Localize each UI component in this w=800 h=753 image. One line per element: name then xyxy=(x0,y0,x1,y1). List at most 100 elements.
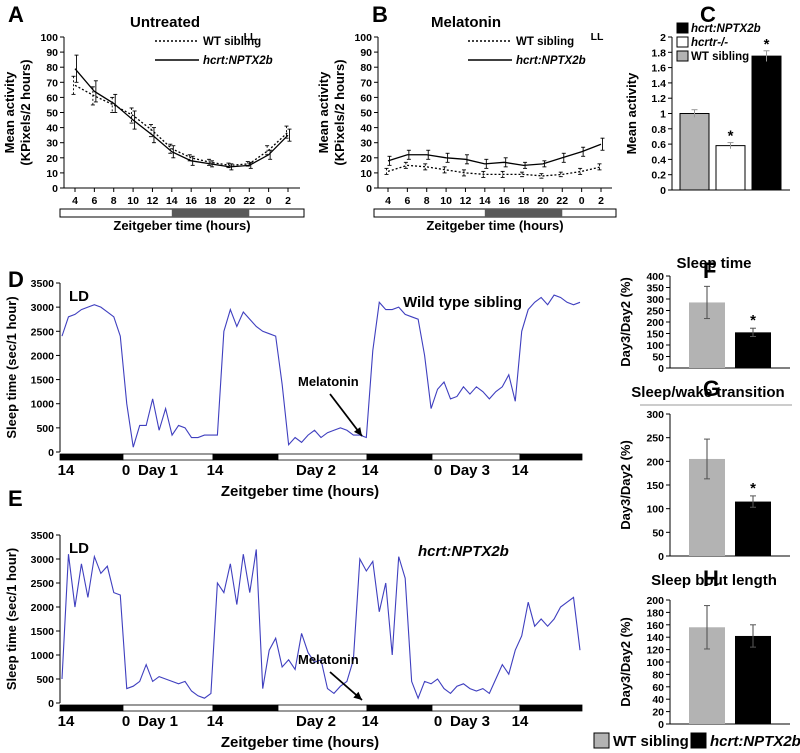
bar-wt-sibling xyxy=(689,285,725,368)
bar-wt-sibling xyxy=(689,605,725,724)
legend-swatch xyxy=(676,36,689,48)
y-tick-label: 0 xyxy=(366,183,372,195)
dark-segment xyxy=(519,453,583,461)
y-tick-label: 100 xyxy=(646,504,664,516)
light-segment xyxy=(277,704,368,712)
y-tick-label: 80 xyxy=(652,669,664,681)
y-tick-label: 2500 xyxy=(31,578,55,590)
y-axis-label: Day3/Day2 (%) xyxy=(618,617,633,707)
x-tick-label: 10 xyxy=(440,195,452,207)
x-tick-label: 14 xyxy=(58,462,75,479)
x-tick-label: 20 xyxy=(537,195,549,207)
y-axis-label-line2: (KPixels/2 hours) xyxy=(332,59,347,165)
y-axis-label: Mean activity(KPixels/2 hours) xyxy=(316,59,347,165)
light-segment xyxy=(431,453,521,461)
dark-segment xyxy=(212,453,279,461)
condition-label: LL xyxy=(591,31,604,43)
y-tick-label: 40 xyxy=(46,123,58,135)
y-tick-label: 60 xyxy=(652,682,664,694)
y-tick-label: 1.2 xyxy=(651,93,666,105)
x-axis-label: Zeitgeber time (hours) xyxy=(113,218,250,233)
chart-title: hcrt:NPTX2b xyxy=(418,543,509,560)
light-segment xyxy=(277,453,368,461)
chart-title: Wild type sibling xyxy=(403,294,522,311)
legend-label: WT sibling xyxy=(691,51,749,63)
y-tick-label: 40 xyxy=(652,694,664,706)
x-tick-label: 8 xyxy=(424,195,430,207)
y-tick-label: 500 xyxy=(36,674,54,686)
legend-label: hcrt:NPTX2b xyxy=(691,23,761,35)
condition-label: LL xyxy=(244,31,257,43)
x-tick-label: 14 xyxy=(479,195,491,207)
x-tick-label: 14 xyxy=(512,713,529,730)
y-tick-label: 3000 xyxy=(31,302,55,314)
bar-hcrt-nptx2b xyxy=(735,624,771,724)
legend-swatch xyxy=(690,732,707,749)
y-tick-label: 0 xyxy=(48,447,54,459)
y-tick-label: 20 xyxy=(652,707,664,719)
series-line xyxy=(387,164,602,177)
panel-letter-C: C xyxy=(700,2,716,27)
y-tick-label: 3500 xyxy=(31,530,55,542)
sleep-trace xyxy=(61,294,581,448)
y-tick-label: 10 xyxy=(360,168,372,180)
legend-label: hcrt:NPTX2b xyxy=(203,55,273,67)
panel-G: Sleep/wake transition 0 50 100 150 200 250 300 D… xyxy=(618,384,792,563)
x-tick-label: 6 xyxy=(91,195,97,207)
y-tick-label: 150 xyxy=(646,480,664,492)
x-tick-label: 14 xyxy=(207,462,224,479)
y-tick-label: 150 xyxy=(646,329,664,341)
x-tick-label: 12 xyxy=(147,195,159,207)
x-tick-label: 12 xyxy=(460,195,472,207)
x-tick-label: 14 xyxy=(512,462,529,479)
x-axis-label: Zeitgeber time (hours) xyxy=(426,218,563,233)
y-tick-label: 2000 xyxy=(31,602,55,614)
x-tick-label: 18 xyxy=(518,195,530,207)
y-tick-label: 250 xyxy=(646,306,664,318)
x-tick-label: 6 xyxy=(404,195,410,207)
y-axis-label-line1: Mean activity xyxy=(2,71,17,153)
y-tick-label: 140 xyxy=(646,632,664,644)
y-axis-label-line1: Mean activity xyxy=(316,71,331,153)
sleep-trace xyxy=(61,549,581,700)
y-tick-label: 180 xyxy=(646,607,664,619)
y-tick-label: 3500 xyxy=(31,278,55,290)
panel-letters: A B C D E F G H xyxy=(8,2,720,591)
legend-swatch xyxy=(676,22,689,34)
series-hcrt-nptx2b xyxy=(387,137,605,169)
chart-title: Sleep/wake transition xyxy=(631,384,784,401)
y-tick-label: 30 xyxy=(46,138,58,150)
annotation-label: Melatonin xyxy=(298,374,359,389)
series-line xyxy=(387,143,602,167)
bar-hcrt-nptx2b: * xyxy=(751,36,782,191)
annotation-arrowhead xyxy=(353,691,362,700)
legend-label: hcrtr-/- xyxy=(691,37,728,49)
panel-letter-D: D xyxy=(8,267,24,292)
dark-segment xyxy=(59,704,124,712)
x-tick-label: 16 xyxy=(185,195,197,207)
x-tick-label: 22 xyxy=(243,195,255,207)
y-tick-label: 300 xyxy=(646,294,664,306)
bottom-legend: WT sibling hcrt:NPTX2b xyxy=(593,732,800,750)
legend-label: hcrt:NPTX2b xyxy=(516,55,586,67)
y-tick-label: 0 xyxy=(48,698,54,710)
x-tick-label: 2 xyxy=(285,195,291,207)
legend-swatch xyxy=(593,732,610,749)
y-tick-label: 350 xyxy=(646,283,664,295)
light-segment xyxy=(122,453,214,461)
y-tick-label: 120 xyxy=(646,645,664,657)
y-tick-label: 0.6 xyxy=(651,139,666,151)
chart-title: Melatonin xyxy=(431,14,501,31)
x-tick-label: Day 2 xyxy=(296,462,336,479)
annotation-arrowhead xyxy=(353,427,362,436)
legend-label: WT sibling xyxy=(203,36,261,48)
x-tick-label: 16 xyxy=(498,195,510,207)
y-tick-label: 20 xyxy=(46,153,58,165)
panel-letter-H: H xyxy=(703,566,719,591)
y-axis-label: Sleep time (sec/1 hour) xyxy=(4,296,19,438)
x-tick-label: 2 xyxy=(598,195,604,207)
x-tick-label: 8 xyxy=(111,195,117,207)
dark-segment xyxy=(59,453,124,461)
x-tick-label: 0 xyxy=(434,713,442,730)
